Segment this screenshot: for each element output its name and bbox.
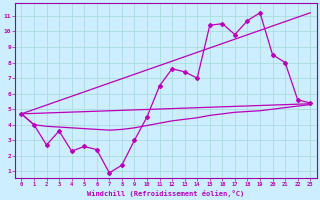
- X-axis label: Windchill (Refroidissement éolien,°C): Windchill (Refroidissement éolien,°C): [87, 190, 244, 197]
